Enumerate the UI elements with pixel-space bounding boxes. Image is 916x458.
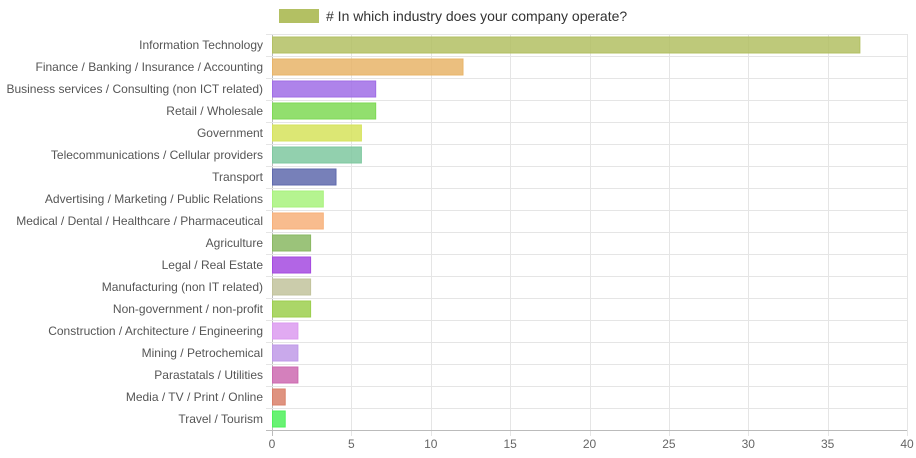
bar[interactable] xyxy=(272,256,312,274)
category-label: Media / TV / Print / Online xyxy=(126,390,263,404)
x-tick-label: 30 xyxy=(742,437,756,451)
category-label: Mining / Petrochemical xyxy=(142,346,263,360)
category-label: Telecommunications / Cellular providers xyxy=(51,148,263,162)
category-labels: Information Technology Finance / Banking … xyxy=(6,38,263,426)
bar[interactable] xyxy=(272,344,299,362)
x-tick-label: 10 xyxy=(424,437,438,451)
category-label: Government xyxy=(197,126,264,140)
x-tick-label: 20 xyxy=(583,437,597,451)
category-label: Legal / Real Estate xyxy=(162,258,264,272)
category-label: Transport xyxy=(212,170,264,184)
category-label: Information Technology xyxy=(139,38,263,52)
category-label: Parastatals / Utilities xyxy=(154,368,263,382)
bar[interactable] xyxy=(272,102,377,120)
bar[interactable] xyxy=(272,410,286,428)
bar[interactable] xyxy=(272,366,299,384)
x-tick-label: 35 xyxy=(821,437,835,451)
x-tick-label: 40 xyxy=(900,437,914,451)
chart-grid xyxy=(266,34,908,436)
x-axis-ticks: 0 5 10 15 20 25 30 35 40 xyxy=(269,437,914,451)
category-label: Construction / Architecture / Engineerin… xyxy=(48,324,263,338)
bar[interactable] xyxy=(272,190,324,208)
x-tick-label: 5 xyxy=(348,437,355,451)
bar[interactable] xyxy=(272,146,362,164)
category-label: Finance / Banking / Insurance / Accounti… xyxy=(36,60,263,74)
category-label: Non-government / non-profit xyxy=(113,302,264,316)
bar[interactable] xyxy=(272,212,324,230)
bar[interactable] xyxy=(272,36,861,54)
x-tick-label: 0 xyxy=(269,437,276,451)
bar[interactable] xyxy=(272,58,464,76)
category-label: Agriculture xyxy=(206,236,264,250)
x-tick-label: 15 xyxy=(503,437,517,451)
chart-legend[interactable]: # In which industry does your company op… xyxy=(279,8,627,24)
category-label: Medical / Dental / Healthcare / Pharmace… xyxy=(16,214,263,228)
category-label: Business services / Consulting (non ICT … xyxy=(6,82,263,96)
bar[interactable] xyxy=(272,168,337,186)
bar[interactable] xyxy=(272,322,299,340)
chart-bars xyxy=(272,36,861,428)
legend-swatch xyxy=(279,9,319,23)
bar[interactable] xyxy=(272,278,312,296)
bar[interactable] xyxy=(272,80,377,98)
category-label: Manufacturing (non IT related) xyxy=(102,280,263,294)
bar[interactable] xyxy=(272,234,312,252)
x-tick-label: 25 xyxy=(662,437,676,451)
legend-label: # In which industry does your company op… xyxy=(326,8,627,24)
bar[interactable] xyxy=(272,300,312,318)
category-label: Advertising / Marketing / Public Relatio… xyxy=(45,192,263,206)
category-label: Retail / Wholesale xyxy=(166,104,263,118)
bar[interactable] xyxy=(272,388,286,406)
category-label: Travel / Tourism xyxy=(178,412,263,426)
bar[interactable] xyxy=(272,124,362,142)
